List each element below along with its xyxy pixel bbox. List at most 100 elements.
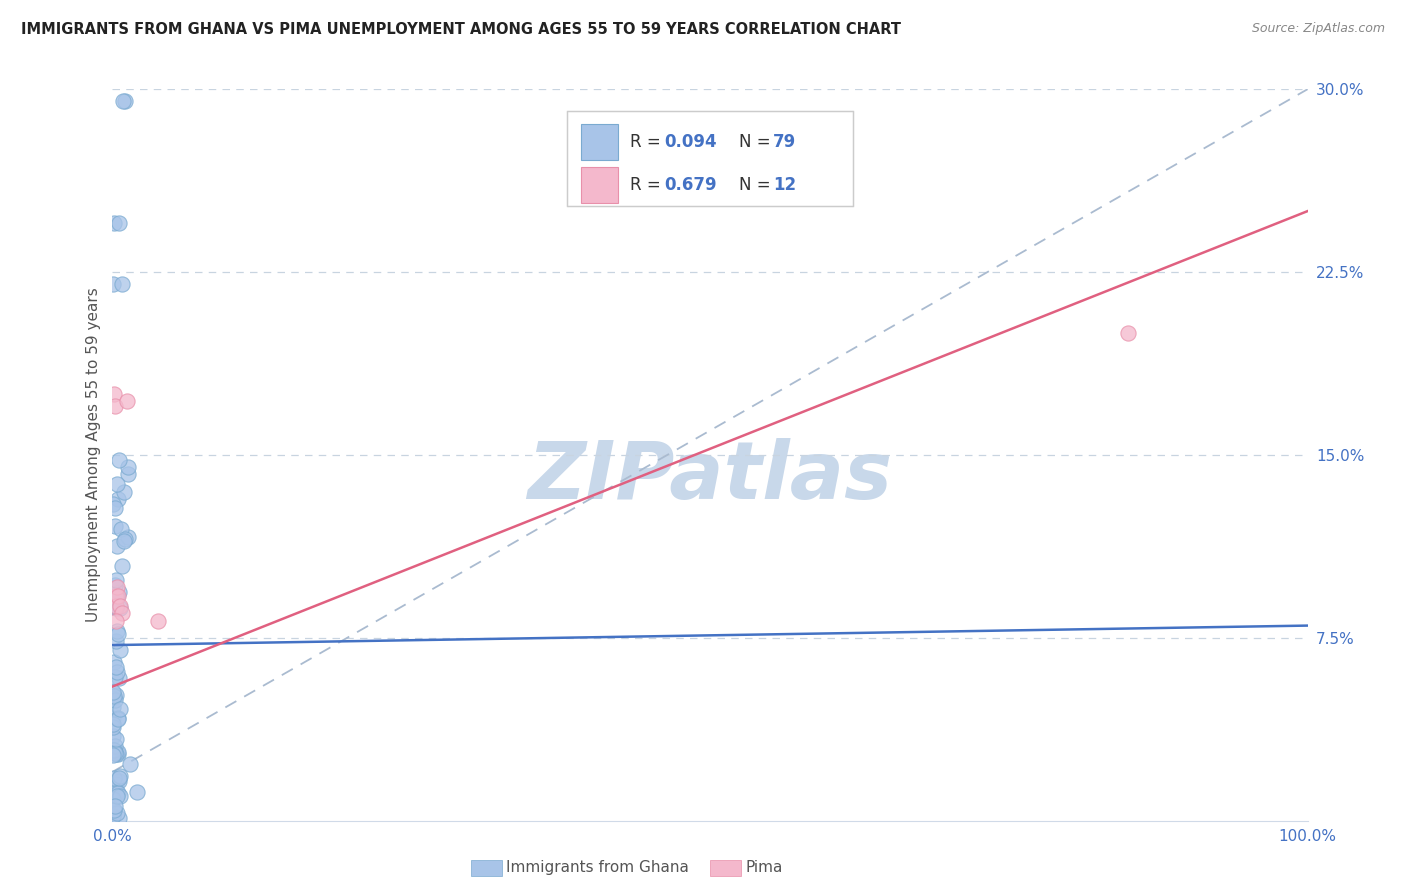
Text: N =: N = xyxy=(738,133,776,151)
Text: N =: N = xyxy=(738,177,776,194)
Point xyxy=(104,589,127,603)
Point xyxy=(107,452,129,467)
Point xyxy=(103,805,125,819)
Point xyxy=(104,739,127,754)
Point xyxy=(104,633,127,648)
Point xyxy=(107,811,129,825)
Point xyxy=(101,743,124,757)
Point xyxy=(104,578,127,592)
Point xyxy=(104,399,127,413)
Point xyxy=(117,460,139,475)
Point xyxy=(110,559,132,574)
Point xyxy=(105,624,128,639)
Point xyxy=(104,600,127,615)
Point xyxy=(114,95,136,109)
Point xyxy=(107,627,129,641)
Text: 12: 12 xyxy=(773,177,796,194)
Point xyxy=(105,806,128,821)
Point xyxy=(103,747,125,762)
Point xyxy=(108,599,131,613)
Point xyxy=(112,485,135,500)
Point xyxy=(103,743,125,757)
Point xyxy=(105,660,128,674)
Point xyxy=(104,670,127,684)
Point xyxy=(108,773,131,788)
Text: R =: R = xyxy=(630,177,665,194)
Point xyxy=(108,771,131,785)
Point xyxy=(105,590,128,604)
Point xyxy=(101,699,124,714)
Point xyxy=(108,600,131,615)
Point xyxy=(101,711,124,725)
Point xyxy=(101,809,124,823)
Point xyxy=(108,671,131,685)
Point xyxy=(107,590,129,604)
Point xyxy=(108,702,131,716)
Point xyxy=(111,607,134,621)
Point xyxy=(125,785,148,799)
Point xyxy=(107,711,129,725)
Text: R =: R = xyxy=(630,133,665,151)
Point xyxy=(101,691,124,706)
Point xyxy=(117,467,139,482)
Point xyxy=(103,792,125,806)
FancyBboxPatch shape xyxy=(581,123,619,160)
Text: IMMIGRANTS FROM GHANA VS PIMA UNEMPLOYMENT AMONG AGES 55 TO 59 YEARS CORRELATION: IMMIGRANTS FROM GHANA VS PIMA UNEMPLOYME… xyxy=(21,22,901,37)
Point xyxy=(105,591,128,605)
Text: 79: 79 xyxy=(773,133,796,151)
Point xyxy=(101,685,124,699)
FancyBboxPatch shape xyxy=(581,167,619,203)
Point xyxy=(107,786,129,800)
Point xyxy=(103,497,125,511)
Point xyxy=(104,500,127,515)
Point xyxy=(105,590,128,604)
Point xyxy=(1118,326,1140,340)
Point xyxy=(103,277,125,292)
Point xyxy=(104,689,127,703)
Point xyxy=(118,756,141,771)
Point xyxy=(112,534,135,549)
Point xyxy=(107,745,129,759)
Text: Pima: Pima xyxy=(745,861,783,875)
Point xyxy=(104,747,127,761)
Text: Immigrants from Ghana: Immigrants from Ghana xyxy=(506,861,689,875)
Text: Source: ZipAtlas.com: Source: ZipAtlas.com xyxy=(1251,22,1385,36)
Point xyxy=(107,216,129,230)
Point xyxy=(105,477,128,491)
Point xyxy=(104,518,127,533)
Y-axis label: Unemployment Among Ages 55 to 59 years: Unemployment Among Ages 55 to 59 years xyxy=(86,287,101,623)
Point xyxy=(103,717,125,731)
Point xyxy=(110,643,132,657)
Point xyxy=(112,95,135,109)
Point xyxy=(111,277,134,292)
Point xyxy=(105,789,128,803)
Point xyxy=(146,614,169,628)
Point xyxy=(103,772,125,786)
Point xyxy=(107,492,129,507)
Point xyxy=(104,798,127,813)
Point xyxy=(105,599,128,614)
Point xyxy=(103,656,125,670)
Point xyxy=(107,747,129,761)
Point xyxy=(108,789,131,803)
Point xyxy=(104,692,127,706)
Point xyxy=(110,522,132,536)
Point xyxy=(105,785,128,799)
Point xyxy=(105,747,128,761)
Point xyxy=(105,777,128,791)
Text: ZIPatlas: ZIPatlas xyxy=(527,438,893,516)
Point xyxy=(105,580,128,594)
Point xyxy=(101,729,124,743)
Point xyxy=(105,540,128,554)
Point xyxy=(105,614,128,628)
Point xyxy=(107,712,129,726)
Point xyxy=(115,394,138,409)
Point xyxy=(105,665,128,680)
Point xyxy=(107,585,129,599)
Point xyxy=(103,387,125,401)
Text: 0.679: 0.679 xyxy=(664,177,717,194)
Point xyxy=(103,803,125,817)
Point xyxy=(110,769,132,783)
Point xyxy=(114,532,136,546)
Point xyxy=(105,573,128,587)
